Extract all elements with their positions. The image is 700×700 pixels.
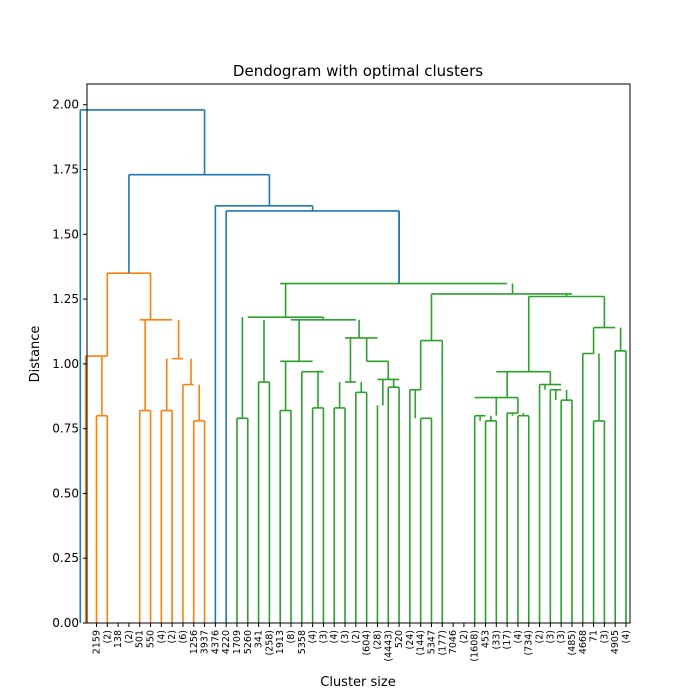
leaf-label: (4) bbox=[329, 630, 340, 643]
y-axis-label: Distance bbox=[28, 326, 43, 383]
leaf-label: 1913 bbox=[275, 630, 286, 654]
leaf-label: 4905 bbox=[610, 630, 621, 654]
plot-frame bbox=[86, 83, 631, 624]
leaf-label: (1608) bbox=[470, 630, 481, 662]
leaf-label: 3937 bbox=[200, 630, 211, 654]
leaf-label: (28) bbox=[372, 630, 383, 650]
leaf-label: (4) bbox=[621, 630, 632, 643]
leaf-label: (17) bbox=[502, 630, 513, 650]
x-axis-label: Cluster size bbox=[320, 675, 395, 690]
leaf-label: 520 bbox=[394, 630, 405, 648]
leaf-label: (485) bbox=[567, 630, 578, 656]
chart-title: Dendogram with optimal clusters bbox=[233, 62, 483, 80]
leaf-label: (2) bbox=[102, 630, 113, 643]
leaf-label: (2) bbox=[535, 630, 546, 643]
leaf-label: 1709 bbox=[232, 630, 243, 654]
leaf-label: (2) bbox=[124, 630, 135, 643]
y-tick-label: 2.00 bbox=[52, 98, 79, 112]
y-tick-label: 1.25 bbox=[52, 292, 79, 306]
leaf-label: 550 bbox=[146, 630, 157, 648]
leaf-label: (3) bbox=[545, 630, 556, 643]
leaf-label: (24) bbox=[405, 630, 416, 650]
y-tick-label: 1.00 bbox=[52, 357, 79, 371]
leaf-label: 341 bbox=[254, 630, 265, 648]
leaf-label: (3) bbox=[318, 630, 329, 643]
leaf-label: (144) bbox=[416, 630, 427, 656]
dendrogram-links bbox=[79, 109, 627, 623]
leaf-label: 5260 bbox=[243, 630, 254, 654]
y-tick-label: 1.75 bbox=[52, 163, 79, 177]
leaf-label: 4376 bbox=[210, 630, 221, 654]
leaf-labels: 2159 (2) 138 (2) 501 550 (4) (2) (6) 1256 3937 4376… bbox=[92, 623, 632, 662]
leaf-label: (8) bbox=[286, 630, 297, 643]
leaf-label: (4443) bbox=[383, 630, 394, 662]
leaf-label: 71 bbox=[589, 630, 600, 642]
leaf-label: 138 bbox=[113, 630, 124, 648]
leaf-label: (177) bbox=[437, 630, 448, 656]
leaf-label: (604) bbox=[362, 630, 373, 656]
y-tick-label: 1.50 bbox=[52, 227, 79, 241]
y-tick-label: 0.25 bbox=[52, 551, 79, 565]
leaf-label: 4668 bbox=[578, 630, 589, 654]
y-axis-ticks: 0.00 0.25 0.50 0.75 1.00 1.25 1.50 1.75 2.00 bbox=[52, 98, 87, 630]
y-tick-label: 0.50 bbox=[52, 486, 79, 500]
leaf-label: (2) bbox=[167, 630, 178, 643]
leaf-label: (4) bbox=[308, 630, 319, 643]
leaf-label: 2159 bbox=[92, 630, 103, 654]
leaf-label: (734) bbox=[524, 630, 535, 656]
leaf-label: (4) bbox=[513, 630, 524, 643]
leaf-label: (2) bbox=[459, 630, 470, 643]
leaf-label: 7046 bbox=[448, 630, 459, 654]
leaf-label: (6) bbox=[178, 630, 189, 643]
leaf-label: 5358 bbox=[297, 630, 308, 654]
leaf-label: (33) bbox=[491, 630, 502, 650]
leaf-label: (4) bbox=[156, 630, 167, 643]
y-tick-label: 0.00 bbox=[52, 616, 79, 630]
leaf-label: (3) bbox=[556, 630, 567, 643]
leaf-label: 1256 bbox=[189, 630, 200, 654]
y-tick-label: 0.75 bbox=[52, 422, 79, 436]
leaf-label: (3) bbox=[599, 630, 610, 643]
leaf-label: 501 bbox=[135, 630, 146, 648]
leaf-label: (258) bbox=[264, 630, 275, 656]
leaf-label: 5347 bbox=[426, 630, 437, 654]
leaf-label: (2) bbox=[351, 630, 362, 643]
leaf-label: 4220 bbox=[221, 630, 232, 654]
leaf-label: 453 bbox=[481, 630, 492, 648]
leaf-label: (3) bbox=[340, 630, 351, 643]
